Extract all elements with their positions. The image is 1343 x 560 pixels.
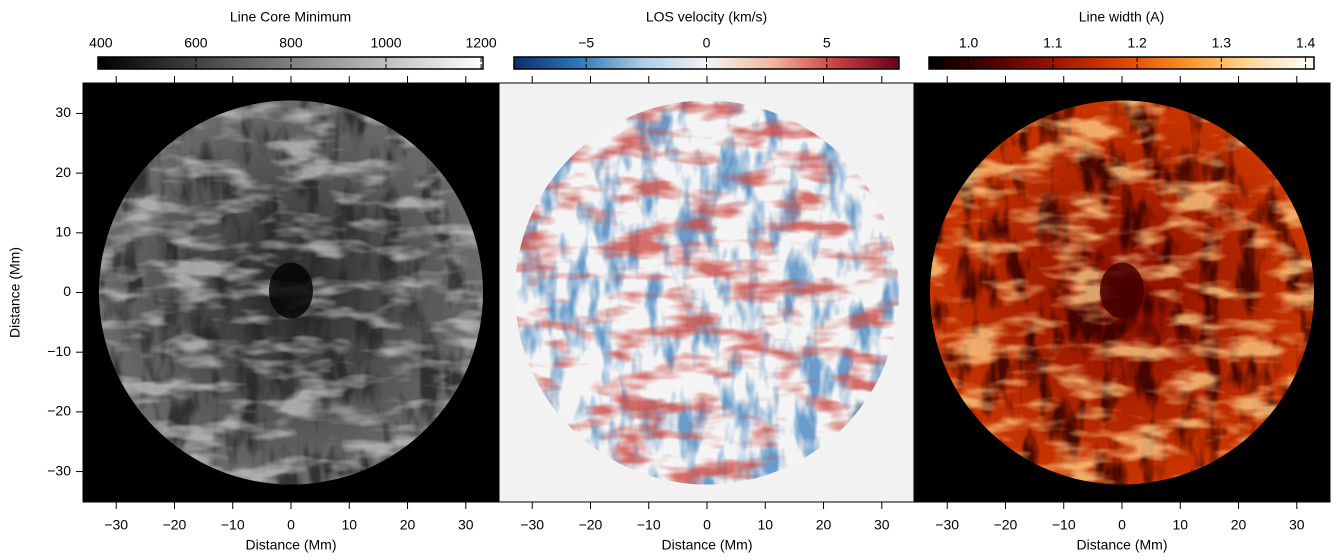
colorbar-tick-label: 1000 bbox=[370, 35, 401, 51]
colorbar-tick-label: −5 bbox=[578, 35, 594, 51]
colorbar-tick-label: 1200 bbox=[466, 35, 497, 51]
x-axis-label: Distance (Mm) bbox=[1076, 537, 1167, 553]
colorbar-tick-label: 1.1 bbox=[1043, 35, 1063, 51]
x-tick-label: 20 bbox=[400, 517, 416, 533]
x-tick-label: 10 bbox=[341, 517, 357, 533]
x-tick-label: 10 bbox=[757, 517, 773, 533]
x-tick-label: −10 bbox=[1052, 517, 1076, 533]
x-tick-label: 0 bbox=[1118, 517, 1126, 533]
y-tick-label: 20 bbox=[55, 164, 71, 180]
colorbar-title: Line width (A) bbox=[1079, 9, 1165, 25]
x-tick-label: −30 bbox=[935, 517, 959, 533]
colorbar-title: Line Core Minimum bbox=[230, 9, 351, 25]
umbra bbox=[269, 262, 313, 319]
x-tick-label: 0 bbox=[287, 517, 295, 533]
x-tick-label: 20 bbox=[816, 517, 832, 533]
x-axis-label: Distance (Mm) bbox=[245, 537, 336, 553]
x-tick-label: −10 bbox=[221, 517, 245, 533]
y-axis-label: Distance (Mm) bbox=[7, 247, 23, 338]
colorbar-tick-label: 1.2 bbox=[1127, 35, 1147, 51]
colorbar-tick-label: 600 bbox=[184, 35, 208, 51]
x-tick-label: −30 bbox=[520, 517, 544, 533]
x-axis-label: Distance (Mm) bbox=[661, 537, 752, 553]
x-tick-label: 30 bbox=[1289, 517, 1305, 533]
disk-texture bbox=[515, 100, 899, 485]
colorbar-title: LOS velocity (km/s) bbox=[646, 9, 767, 25]
x-tick-label: 20 bbox=[1231, 517, 1247, 533]
y-tick-label: 0 bbox=[63, 283, 71, 299]
colorbar-tick-label: 1.4 bbox=[1296, 35, 1316, 51]
y-tick-label: 30 bbox=[55, 104, 71, 120]
colorbar-tick-label: 1.3 bbox=[1212, 35, 1232, 51]
x-tick-label: −20 bbox=[994, 517, 1018, 533]
colorbar-tick-label: 800 bbox=[279, 35, 303, 51]
y-tick-label: 10 bbox=[55, 224, 71, 240]
x-tick-label: −20 bbox=[163, 517, 187, 533]
colorbar-tick-label: 0 bbox=[703, 35, 711, 51]
colorbar-tick-label: 400 bbox=[89, 35, 113, 51]
x-tick-label: −10 bbox=[637, 517, 661, 533]
x-tick-label: 30 bbox=[458, 517, 474, 533]
x-tick-label: 30 bbox=[874, 517, 890, 533]
x-tick-label: −20 bbox=[579, 517, 603, 533]
x-tick-label: 10 bbox=[1172, 517, 1188, 533]
colorbar bbox=[928, 56, 1315, 70]
umbra bbox=[1100, 262, 1144, 319]
colorbar-tick-label: 1.0 bbox=[959, 35, 979, 51]
x-tick-label: −30 bbox=[104, 517, 128, 533]
y-tick-label: −30 bbox=[47, 462, 71, 478]
y-tick-label: −10 bbox=[47, 343, 71, 359]
y-tick-label: −20 bbox=[47, 403, 71, 419]
x-tick-label: 0 bbox=[703, 517, 711, 533]
colorbar-tick-label: 5 bbox=[823, 35, 831, 51]
